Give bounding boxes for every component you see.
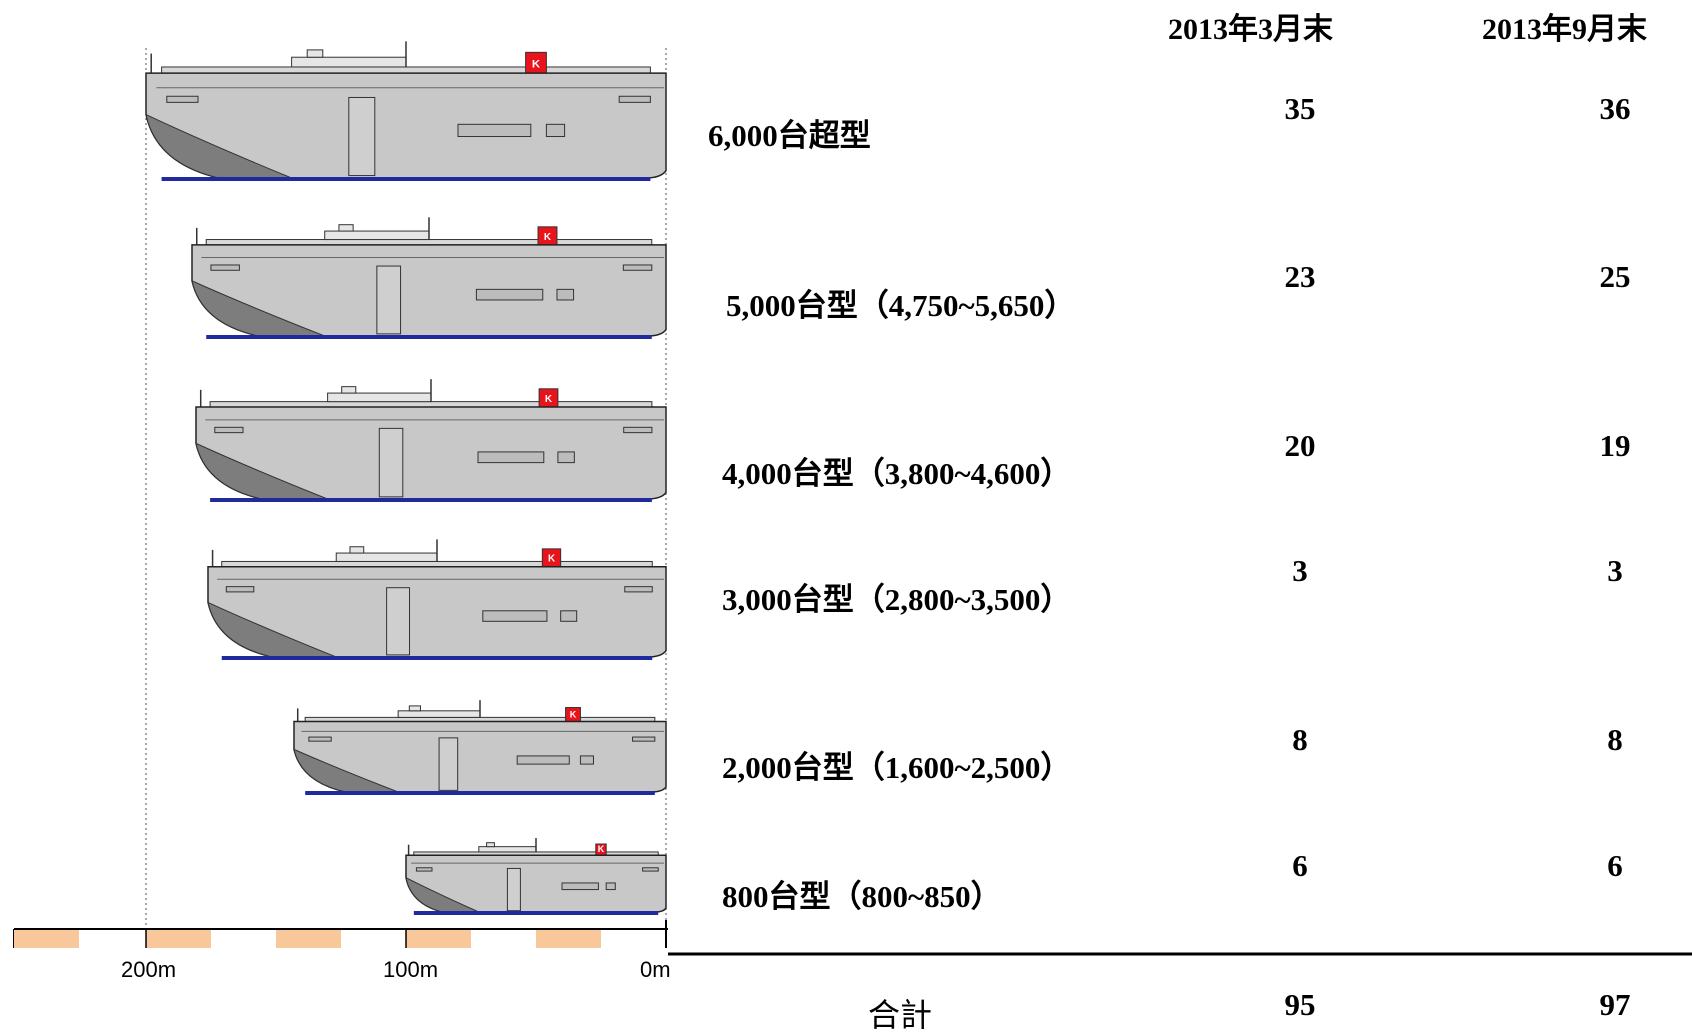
row-mar-3000: 3 bbox=[1292, 553, 1308, 588]
ship-4000: K bbox=[195, 379, 667, 502]
ship-2000: K bbox=[293, 700, 667, 795]
row-label-4000: 4,000台型（3,800~4,600） bbox=[722, 456, 1072, 491]
row-sep-6000: 36 bbox=[1599, 91, 1631, 126]
header-mar-2013: 2013年3月末 bbox=[1168, 13, 1333, 46]
scale-label-200m: 200m bbox=[121, 957, 177, 982]
scale-label-0m: 0m bbox=[640, 957, 671, 982]
scale-label-100m: 100m bbox=[383, 957, 439, 982]
row-mar-2000: 8 bbox=[1292, 722, 1308, 757]
row-sep-2000: 8 bbox=[1607, 722, 1623, 757]
row-label-3000: 3,000台型（2,800~3,500） bbox=[722, 582, 1072, 617]
ship-800: K bbox=[405, 838, 667, 915]
row-sep-800: 6 bbox=[1607, 848, 1623, 883]
svg-text:K: K bbox=[544, 232, 552, 243]
svg-text:K: K bbox=[548, 554, 555, 565]
row-mar-6000: 35 bbox=[1284, 91, 1316, 126]
row-label-5000: 5,000台型（4,750~5,650） bbox=[726, 288, 1076, 323]
total-label: 合計 bbox=[868, 996, 933, 1034]
svg-text:K: K bbox=[570, 710, 577, 720]
row-mar-800: 6 bbox=[1292, 848, 1308, 883]
row-label-2000: 2,000台型（1,600~2,500） bbox=[722, 750, 1072, 785]
row-sep-5000: 25 bbox=[1599, 259, 1631, 294]
row-label-800: 800台型（800~850） bbox=[722, 879, 1002, 914]
scale-bar bbox=[13, 920, 668, 948]
row-mar-4000: 20 bbox=[1284, 428, 1316, 463]
row-sep-3000: 3 bbox=[1607, 553, 1623, 588]
total-sep: 97 bbox=[1599, 987, 1631, 1022]
header-sep-2013: 2013年9月末 bbox=[1482, 13, 1647, 46]
total-mar: 95 bbox=[1284, 987, 1316, 1022]
ship-6000: K bbox=[145, 41, 667, 181]
ship-5000: K bbox=[191, 217, 667, 339]
svg-text:K: K bbox=[532, 58, 541, 70]
svg-text:K: K bbox=[545, 394, 553, 405]
row-label-6000: 6,000台超型 bbox=[708, 118, 871, 153]
svg-text:K: K bbox=[598, 844, 605, 854]
ship-3000: K bbox=[207, 539, 667, 660]
row-sep-4000: 19 bbox=[1599, 428, 1631, 463]
row-mar-5000: 23 bbox=[1284, 259, 1316, 294]
